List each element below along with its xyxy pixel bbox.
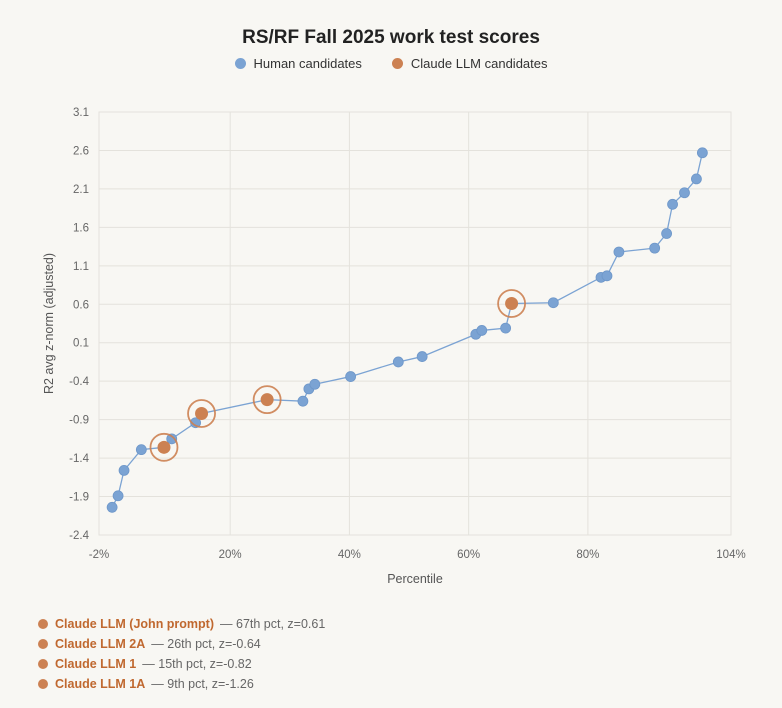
- series-connector-line: [111, 152, 704, 508]
- note-marker: [38, 679, 48, 689]
- legend-label-claude: Claude LLM candidates: [410, 56, 548, 71]
- y-tick-label: 0.6: [73, 299, 89, 311]
- claude-point-ring: [187, 399, 216, 428]
- note-name: Claude LLM 2A: [55, 637, 146, 651]
- note-detail: — 9th pct, z=-1.26: [151, 677, 254, 691]
- y-tick-label: 1.6: [73, 222, 89, 234]
- note-name: Claude LLM 1A: [55, 677, 146, 691]
- chart-title: RS/RF Fall 2025 work test scores: [242, 27, 540, 48]
- note-item: Claude LLM 1 — 15th pct, z=-0.82: [38, 654, 325, 674]
- y-tick-label: 3.1: [73, 107, 89, 119]
- note-item: Claude LLM (John prompt) — 67th pct, z=0…: [38, 614, 325, 634]
- legend-marker-human: [234, 58, 246, 69]
- note-name: Claude LLM (John prompt): [55, 617, 215, 631]
- claude-point-ring: [149, 432, 179, 462]
- y-tick-label: -0.9: [69, 415, 89, 427]
- legend-marker-claude: [391, 58, 403, 69]
- human-point: [649, 242, 661, 254]
- plot-area: [98, 111, 732, 536]
- human-point: [345, 371, 357, 382]
- chart-legend: Human candidates Claude LLM candidates: [0, 56, 782, 71]
- note-item: Claude LLM 2A — 26th pct, z=-0.64: [38, 634, 325, 654]
- y-tick-label: -1.9: [69, 492, 89, 504]
- note-detail: — 26th pct, z=-0.64: [151, 637, 261, 651]
- y-tick-label: -2.4: [69, 530, 89, 542]
- claude-point: [505, 297, 519, 311]
- human-point: [309, 378, 321, 390]
- human-point: [667, 198, 678, 210]
- human-point: [392, 356, 404, 368]
- human-point: [135, 444, 147, 456]
- human-point: [416, 351, 428, 362]
- human-point: [661, 228, 673, 239]
- human-point: [476, 325, 488, 336]
- x-tick-label: 60%: [457, 549, 480, 561]
- human-point: [691, 173, 702, 185]
- x-tick-label: -2%: [89, 549, 109, 561]
- human-point: [696, 147, 708, 159]
- human-point: [613, 246, 625, 258]
- x-tick-label: 20%: [219, 549, 242, 561]
- claude-notes-list: Claude LLM (John prompt) — 67th pct, z=0…: [38, 614, 325, 694]
- human-point: [112, 490, 124, 502]
- y-tick-label: -0.4: [69, 376, 89, 388]
- human-point: [547, 297, 559, 309]
- note-item: Claude LLM 1A — 9th pct, z=-1.26: [38, 674, 325, 694]
- human-point: [118, 464, 130, 476]
- note-marker: [38, 619, 48, 629]
- legend-item-human[interactable]: Human candidates: [234, 56, 362, 71]
- claude-point: [157, 440, 171, 454]
- y-tick-label: 0.1: [73, 338, 89, 350]
- human-point: [106, 501, 118, 513]
- y-tick-label: 2.1: [73, 184, 89, 196]
- y-axis-label: R2 avg z-norm (adjusted): [42, 253, 56, 394]
- x-tick-label: 40%: [338, 549, 361, 561]
- x-tick-label: 80%: [576, 549, 599, 561]
- human-point: [166, 433, 178, 445]
- claude-point-ring: [497, 289, 526, 318]
- scatter-chart: -2.4 -1.9 -1.4 -0.9 -0.4 0.1 0.6 1.1 1.6 2.1 2.6 3.…: [42, 107, 746, 586]
- human-point: [601, 270, 613, 282]
- human-point: [297, 395, 309, 407]
- note-name: Claude LLM 1: [55, 657, 137, 671]
- claude-point-ring: [252, 385, 282, 415]
- x-axis-label: Percentile: [387, 572, 443, 586]
- legend-item-claude[interactable]: Claude LLM candidates: [391, 56, 548, 71]
- note-marker: [38, 659, 48, 669]
- human-point: [500, 322, 512, 334]
- claude-point: [260, 393, 274, 407]
- human-point: [679, 187, 690, 199]
- legend-label-human: Human candidates: [253, 56, 362, 71]
- note-detail: — 67th pct, z=0.61: [220, 617, 326, 631]
- note-detail: — 15th pct, z=-0.82: [142, 657, 252, 671]
- y-tick-label: 1.1: [73, 261, 89, 273]
- claude-point: [195, 406, 209, 420]
- y-tick-label: 2.6: [73, 145, 89, 157]
- x-tick-label: 104%: [716, 549, 745, 561]
- note-marker: [38, 639, 48, 649]
- y-tick-label: -1.4: [69, 453, 89, 465]
